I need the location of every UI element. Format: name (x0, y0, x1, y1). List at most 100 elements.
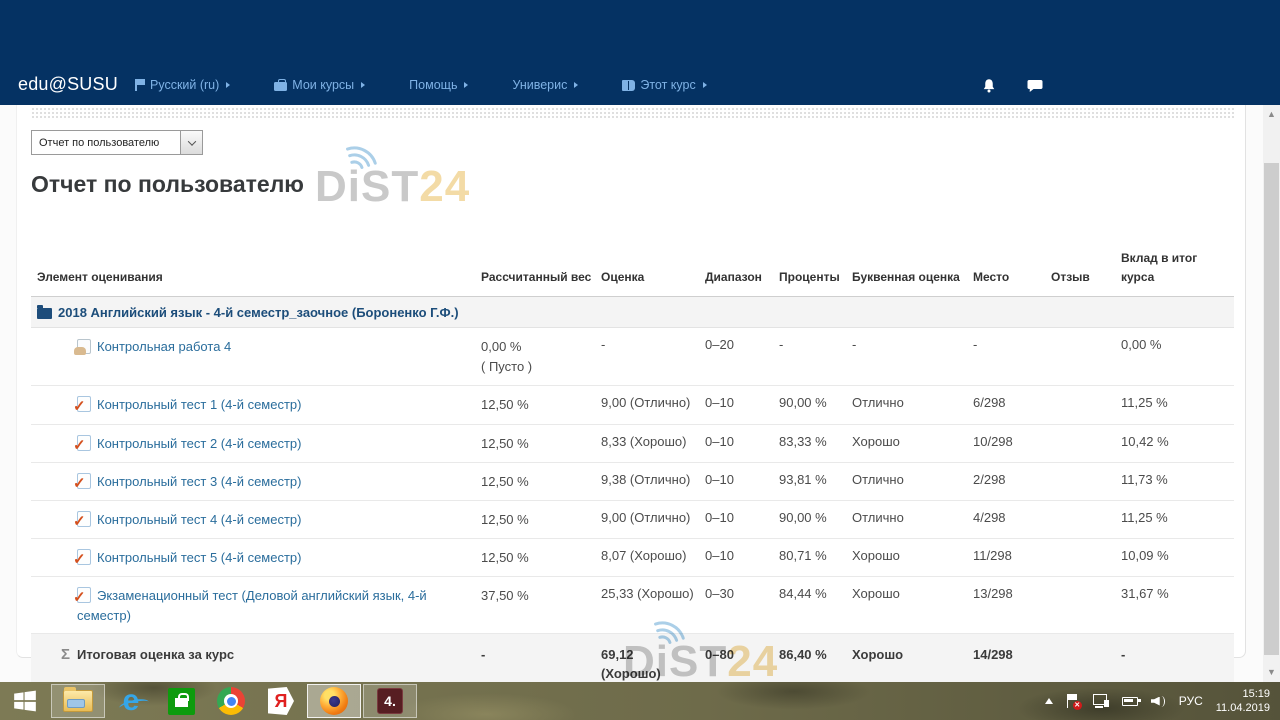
table-row: Контрольный тест 3 (4-й семестр) 12,50 %… (31, 463, 1234, 501)
scroll-up-arrow[interactable]: ▲ (1267, 109, 1276, 119)
taskbar-app-4[interactable]: 4. (363, 684, 417, 718)
nav-this-course[interactable]: Этот курс (622, 78, 707, 92)
grade-item-link[interactable]: Контрольный тест 3 (4-й семестр) (97, 473, 302, 489)
cell-grade-item: Контрольный тест 5 (4-й семестр) (31, 539, 481, 576)
quiz-icon (73, 396, 91, 419)
nav-my-courses[interactable]: Мои курсы (274, 78, 366, 92)
cell-feedback (1051, 501, 1121, 538)
select-dropdown-button[interactable] (180, 131, 202, 154)
caret-right-icon (464, 82, 469, 88)
table-row: Контрольный тест 1 (4-й семестр) 12,50 %… (31, 386, 1234, 425)
taskbar-yandex-browser[interactable]: Я (256, 682, 306, 720)
clock[interactable]: 15:19 11.04.2019 (1216, 687, 1270, 715)
cell-range: 0–20 (705, 337, 734, 353)
cell-contribution: 11,73 % (1121, 471, 1168, 487)
cell-contribution: 11,25 % (1121, 509, 1168, 525)
grade-item-link[interactable]: Контрольная работа 4 (97, 339, 232, 355)
cell-percent: 90,00 % (779, 509, 827, 525)
col-header-feedback: Отзыв (1051, 269, 1090, 284)
cell-range: 0–80 (705, 647, 734, 663)
hidden-icons-arrow[interactable] (1044, 698, 1053, 704)
grade-item-link[interactable]: Контрольный тест 1 (4-й семестр) (97, 397, 302, 413)
cell-feedback (1051, 328, 1121, 385)
cell-contribution: 31,67 % (1121, 586, 1169, 602)
course-total-label: Итоговая оценка за курс (77, 647, 235, 663)
category-cell: 2018 Английский язык - 4-й семестр_заочн… (31, 298, 467, 326)
network-icon[interactable] (1092, 694, 1109, 708)
cell-letter: Хорошо (852, 647, 904, 663)
cell-letter: Хорошо (852, 586, 900, 602)
grade-report-table: Элемент оценивания Рассчитанный вес Оцен… (31, 225, 1234, 692)
col-header-weight: Рассчитанный вес (481, 269, 592, 284)
cell-rank: 13/298 (973, 586, 1013, 602)
cell-grade: 25,33 (Хорошо) (601, 586, 694, 602)
cell-grade: 8,33 (Хорошо) (601, 433, 687, 449)
briefcase-icon (274, 79, 288, 91)
grade-item-link[interactable]: Экзаменационный тест (Деловой английский… (77, 588, 427, 623)
table-row: Экзаменационный тест (Деловой английский… (31, 577, 1234, 635)
cell-letter: Отлично (852, 471, 904, 487)
vertical-scrollbar[interactable]: ▲ ▼ (1263, 105, 1280, 682)
table-row: Контрольный тест 2 (4-й семестр) 12,50 %… (31, 425, 1234, 463)
report-type-select[interactable]: Отчет по пользователю (31, 130, 203, 155)
site-logo[interactable]: edu@SUSU (18, 74, 118, 94)
scroll-down-arrow[interactable]: ▼ (1267, 667, 1276, 677)
cell-weight: 12,50 % (481, 473, 529, 489)
taskbar-chrome[interactable] (206, 682, 256, 720)
cell-grade: 9,00 (Отлично) (601, 395, 691, 411)
taskbar-file-explorer[interactable] (51, 684, 105, 718)
start-button[interactable] (0, 682, 50, 720)
plug-icon (1103, 700, 1109, 707)
cell-weight: 0,00 % ( Пусто ) (481, 339, 533, 375)
table-header-row: Элемент оценивания Рассчитанный вес Оцен… (31, 225, 1234, 298)
cell-letter: Хорошо (852, 433, 900, 449)
taskbar-windows-store[interactable] (156, 682, 206, 720)
power-icon[interactable] (1121, 696, 1141, 706)
cell-range: 0–10 (705, 509, 734, 525)
cell-contribution: - (1121, 647, 1126, 663)
error-badge: ✕ (1072, 700, 1082, 710)
cell-weight: 12,50 % (481, 397, 529, 413)
cell-percent: 80,71 % (779, 548, 827, 564)
cell-rank: 10/298 (973, 433, 1013, 449)
cell-feedback (1051, 577, 1121, 633)
report-type-value: Отчет по пользователю (39, 136, 160, 149)
firefox-icon (320, 687, 348, 715)
category-link[interactable]: 2018 Английский язык - 4-й семестр_заочн… (58, 305, 459, 321)
page-title: Отчет по пользователю (31, 171, 304, 197)
nav-language[interactable]: Русский (ru) (135, 78, 231, 92)
quiz-icon (73, 549, 91, 572)
table-row: Контрольная работа 4 0,00 % ( Пусто ) - … (31, 328, 1234, 387)
quiz-icon (73, 587, 91, 610)
nav-help[interactable]: Помощь (409, 78, 469, 92)
nav-univeris[interactable]: Универис (512, 78, 579, 92)
chat-icon[interactable] (1026, 77, 1044, 95)
cell-grade: 69,12 (Хорошо) (601, 647, 661, 682)
cell-range: 0–30 (705, 586, 734, 602)
volume-icon[interactable] (1151, 695, 1166, 708)
taskbar-firefox[interactable] (307, 684, 361, 718)
grade-item-link[interactable]: Контрольный тест 5 (4-й семестр) (97, 550, 302, 566)
grade-item-link[interactable]: Контрольный тест 4 (4-й семестр) (97, 511, 302, 527)
cell-contribution: 11,25 % (1121, 395, 1168, 411)
caret-right-icon (702, 82, 707, 88)
cell-grade-item: Контрольный тест 4 (4-й семестр) (31, 501, 481, 538)
header-actions (980, 77, 1044, 95)
internet-explorer-icon: e (122, 684, 140, 717)
bell-icon[interactable] (980, 77, 998, 95)
taskbar-internet-explorer[interactable]: e (106, 682, 156, 720)
chevron-down-icon (187, 136, 196, 146)
clock-date: 11.04.2019 (1215, 702, 1270, 714)
table-row: Контрольный тест 5 (4-й семестр) 12,50 %… (31, 539, 1234, 578)
col-header-range: Диапазон (705, 269, 762, 284)
scrollbar-thumb[interactable] (1264, 163, 1279, 655)
windows-store-icon (167, 687, 195, 715)
action-center-flag-icon[interactable]: ✕ (1066, 693, 1082, 710)
cell-percent: 86,40 % (779, 647, 827, 663)
cell-range: 0–10 (705, 471, 734, 487)
site-header: edu@SUSU Русский (ru) Мои курсы Помощь У… (0, 0, 1280, 105)
language-indicator[interactable]: РУС (1178, 694, 1203, 708)
cell-contribution: 10,09 % (1121, 548, 1169, 564)
grade-item-link[interactable]: Контрольный тест 2 (4-й семестр) (97, 435, 302, 451)
